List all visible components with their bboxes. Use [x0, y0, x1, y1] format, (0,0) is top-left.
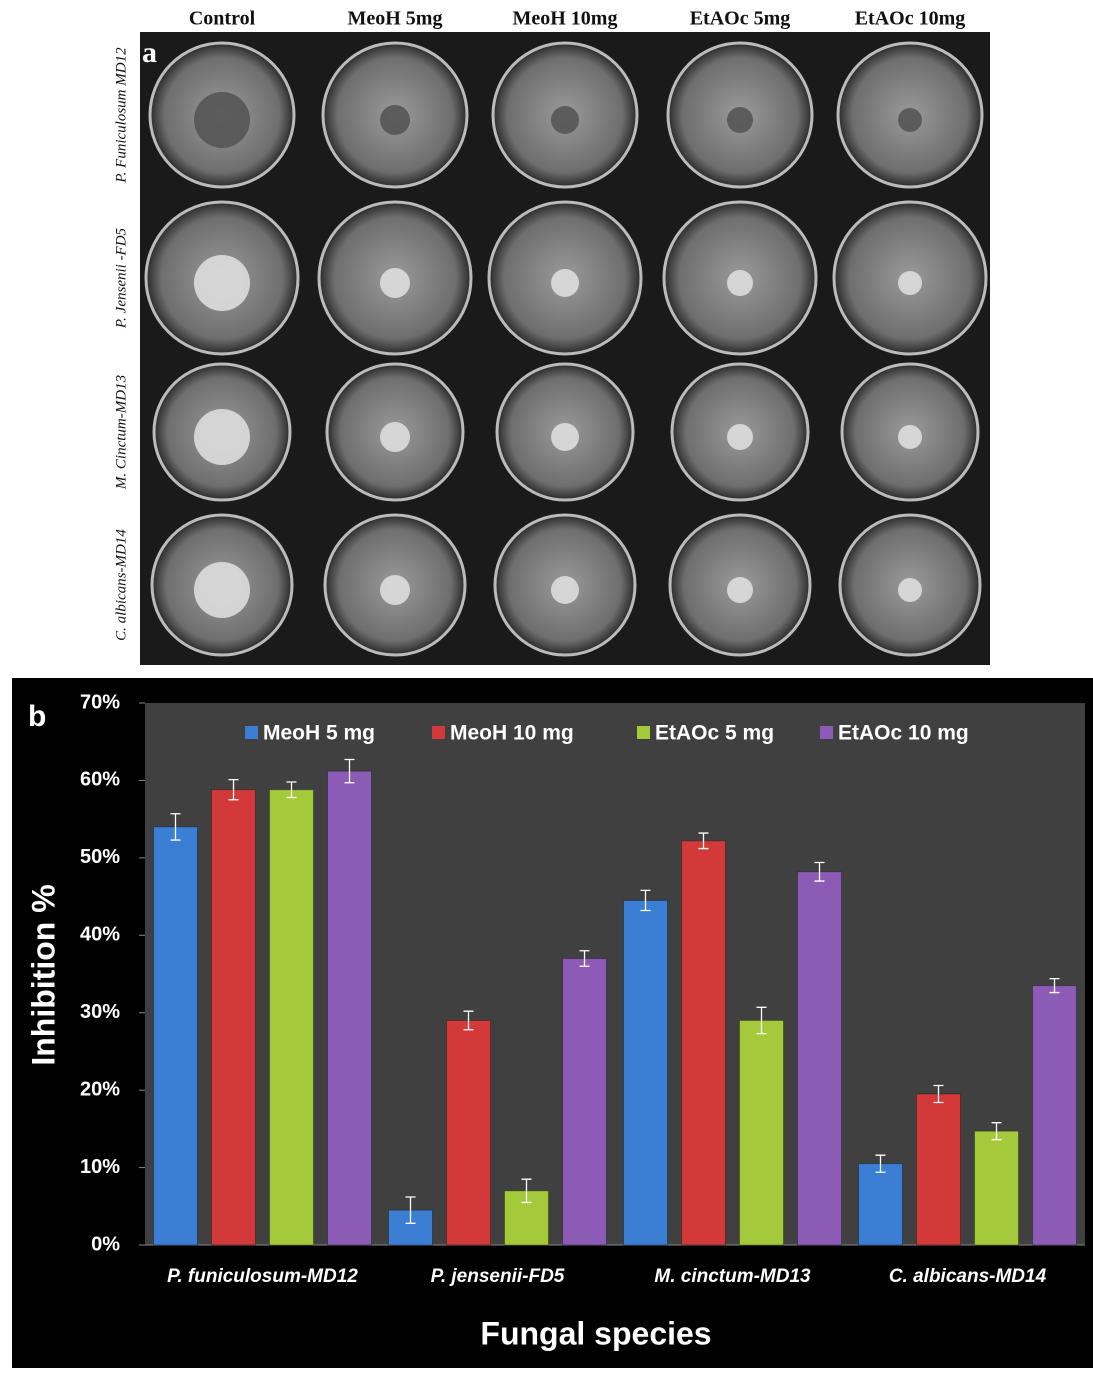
y-axis-label: Inhibition % — [25, 884, 61, 1065]
colony — [898, 108, 922, 132]
x-tick-label: M. cinctum-MD13 — [654, 1266, 811, 1287]
y-tick-label: 10% — [80, 1156, 120, 1178]
x-tick-label: C. albicans-MD14 — [889, 1266, 1047, 1287]
y-tick-label: 40% — [80, 924, 120, 946]
bar — [270, 790, 314, 1245]
colony — [551, 269, 579, 297]
colony — [727, 577, 753, 603]
colony — [380, 575, 410, 605]
x-tick-label: P. funiculosum-MD12 — [167, 1266, 358, 1287]
x-axis-label: Fungal species — [480, 1315, 711, 1351]
panel-label: b — [28, 700, 46, 733]
column-header: EtAOc 5mg — [690, 8, 791, 30]
y-tick-label: 0% — [91, 1233, 120, 1255]
colony — [380, 422, 410, 452]
bar — [212, 790, 256, 1245]
row-label: M. Cinctum-MD13 — [113, 375, 129, 490]
colony — [194, 255, 250, 311]
colony — [380, 268, 410, 298]
colony — [727, 424, 753, 450]
y-tick-label: 50% — [80, 846, 120, 868]
y-tick-label: 60% — [80, 769, 120, 791]
legend-label: EtAOc 10 mg — [838, 722, 969, 745]
colony — [898, 271, 922, 295]
bar — [975, 1131, 1019, 1245]
y-tick-label: 30% — [80, 1001, 120, 1023]
colony — [194, 409, 250, 465]
colony — [898, 425, 922, 449]
legend-swatch — [432, 726, 445, 739]
panel-label: a — [142, 36, 157, 69]
legend-swatch — [637, 726, 650, 739]
row-label: P. Jensenii -FD5 — [113, 227, 129, 329]
legend-swatch — [820, 726, 833, 739]
row-label: C. albicans-MD14 — [113, 529, 129, 641]
column-header: Control — [189, 8, 256, 30]
colony — [551, 576, 579, 604]
bar — [154, 827, 198, 1245]
bar — [328, 771, 372, 1245]
colony — [194, 92, 250, 148]
bar — [798, 872, 842, 1245]
colony — [727, 270, 753, 296]
legend-swatch — [245, 726, 258, 739]
colony — [727, 107, 753, 133]
colony — [194, 562, 250, 618]
column-header: MeoH 5mg — [348, 8, 443, 30]
bar — [624, 900, 668, 1245]
y-tick-label: 20% — [80, 1078, 120, 1100]
colony — [898, 578, 922, 602]
y-tick-label: 70% — [80, 691, 120, 713]
bar — [682, 841, 726, 1245]
bar — [447, 1020, 491, 1245]
legend-label: MeoH 10 mg — [450, 722, 574, 745]
bar — [740, 1020, 784, 1245]
bar — [1033, 986, 1077, 1245]
bar — [859, 1164, 903, 1245]
x-tick-label: P. jensenii-FD5 — [431, 1266, 565, 1287]
colony — [551, 106, 579, 134]
column-header: EtAOc 10mg — [855, 8, 966, 30]
legend-label: EtAOc 5 mg — [655, 722, 774, 745]
column-header: MeoH 10mg — [513, 8, 618, 30]
legend-label: MeoH 5 mg — [263, 722, 375, 745]
figure: a b Inhibition % Fungal species Control M… — [0, 0, 1093, 1368]
row-label: P. Funiculosum MD12 — [113, 47, 129, 184]
colony — [380, 105, 410, 135]
colony — [551, 423, 579, 451]
bar — [917, 1094, 961, 1245]
bar — [563, 959, 607, 1245]
